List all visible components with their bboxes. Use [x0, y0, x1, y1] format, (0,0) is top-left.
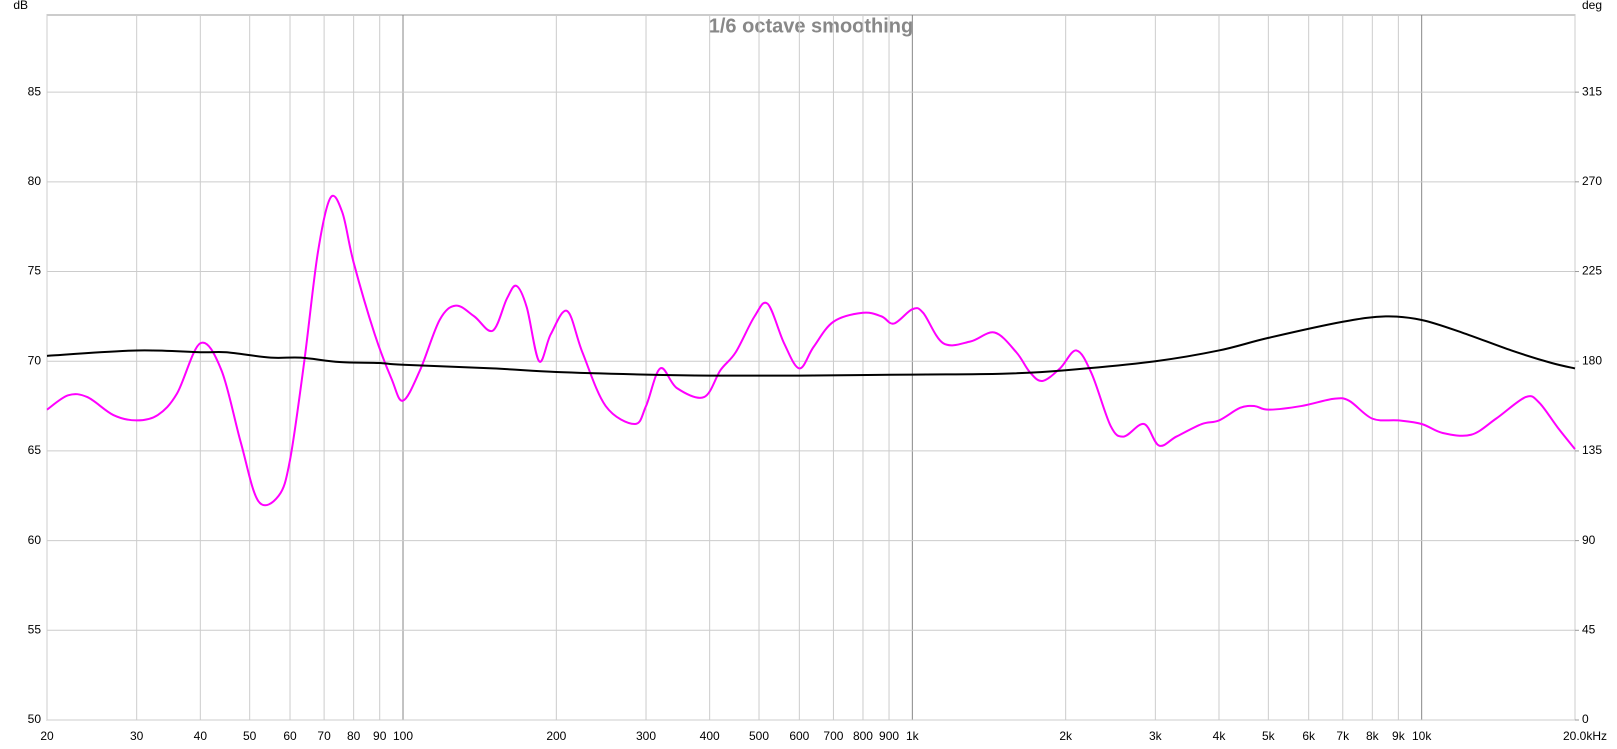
series-line [46, 315, 1576, 377]
series-line [46, 194, 1576, 507]
x-tick-label: 100 [393, 729, 413, 743]
x-tick-label: 200 [546, 729, 566, 743]
y2-tick-label: 315 [1582, 84, 1602, 98]
chart-title: 1/6 octave smoothing [709, 15, 914, 37]
x-tick-label: 500 [749, 729, 769, 743]
x-tick-label: 7k [1336, 729, 1350, 743]
y-tick-label: 60 [28, 533, 42, 547]
y-tick-label: 85 [28, 84, 42, 98]
x-tick-label: 4k [1213, 729, 1227, 743]
y2-tick-label: 270 [1582, 174, 1602, 188]
x-tick-label: 40 [194, 729, 208, 743]
y-axis-label: dB [13, 0, 28, 12]
x-tick-label: 300 [636, 729, 656, 743]
y2-tick-label: 180 [1582, 353, 1602, 367]
x-tick-label: 10k [1412, 729, 1432, 743]
y2-tick-label: 135 [1582, 443, 1602, 457]
x-tick-label: 6k [1302, 729, 1316, 743]
y2-tick-label: 0 [1582, 712, 1589, 726]
x-tick-label: 9k [1392, 729, 1406, 743]
plot-area [46, 14, 1576, 721]
x-tick-label: 5k [1262, 729, 1276, 743]
y2-tick-label: 225 [1582, 264, 1602, 278]
x-tick-label: 60 [283, 729, 297, 743]
x-tick-label: 90 [373, 729, 387, 743]
x-tick-label: 2k [1059, 729, 1073, 743]
y-tick-label: 70 [28, 353, 42, 367]
x-tick-label: 800 [853, 729, 873, 743]
x-tick-label: 900 [879, 729, 899, 743]
x-tick-label: 700 [823, 729, 843, 743]
y-tick-label: 75 [28, 264, 42, 278]
x-tick-label: 600 [789, 729, 809, 743]
x-tick-label: 8k [1366, 729, 1380, 743]
y2-tick-label: 90 [1582, 533, 1596, 547]
x-tick-label: 30 [130, 729, 144, 743]
y2-tick-label: 45 [1582, 622, 1596, 636]
x-tick-label: 70 [317, 729, 331, 743]
x-tick-label: 1k [906, 729, 920, 743]
x-tick-label: 20 [40, 729, 54, 743]
y-tick-label: 80 [28, 174, 42, 188]
x-tick-label: 3k [1149, 729, 1163, 743]
x-tick-label: 20.0kHz [1563, 729, 1607, 743]
y-tick-label: 50 [28, 712, 42, 726]
x-tick-label: 400 [700, 729, 720, 743]
x-tick-label: 80 [347, 729, 361, 743]
y-tick-label: 55 [28, 622, 42, 636]
x-tick-label: 50 [243, 729, 257, 743]
y-tick-label: 65 [28, 443, 42, 457]
y2-axis-label: deg [1582, 0, 1602, 12]
